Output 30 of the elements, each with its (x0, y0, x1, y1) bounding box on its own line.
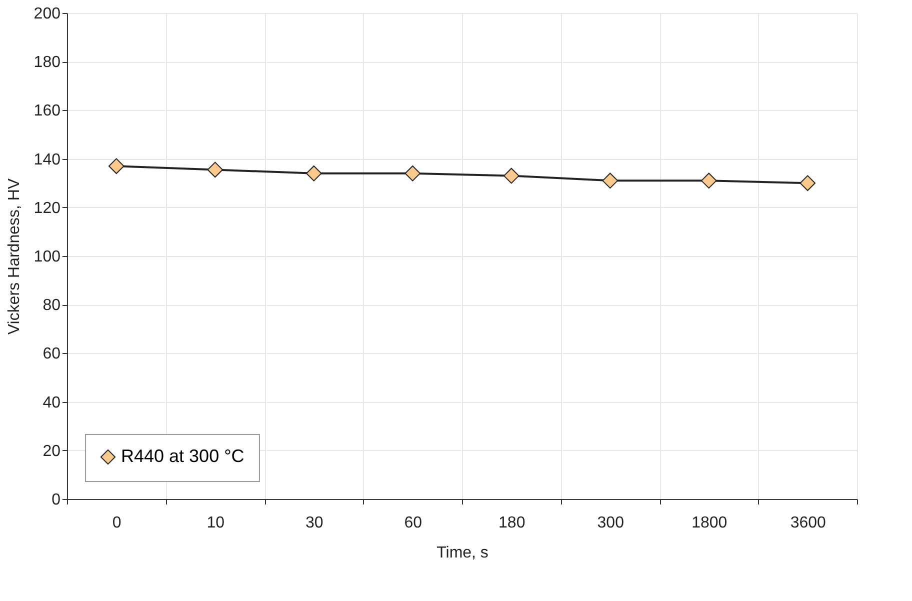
x-tick-label: 30 (305, 514, 324, 532)
y-tick-label: 120 (34, 200, 61, 217)
y-tick-label: 100 (34, 248, 61, 266)
x-tick-label: 0 (112, 514, 122, 532)
x-tick-label: 10 (206, 514, 225, 532)
x-tick-label: 60 (404, 514, 422, 532)
point (404, 165, 421, 182)
y-tick-label: 200 (34, 6, 61, 22)
y-tick-label: 160 (34, 102, 61, 120)
legend-label: R440 at 300 °C (121, 446, 244, 466)
x-tick-label: 300 (597, 514, 624, 532)
point (503, 168, 520, 184)
y-tick-label: 80 (42, 297, 61, 314)
y-tick-label: 60 (42, 346, 61, 363)
x-axis-title: Time, s (436, 544, 488, 562)
y-tick-label: 0 (52, 492, 61, 508)
y-tick-label: 40 (42, 394, 61, 412)
y-tick-label: 180 (34, 54, 61, 72)
y-tick-label: 140 (34, 151, 61, 168)
point (108, 158, 124, 174)
y-axis-title: Vickers Hardness, HV (6, 178, 23, 335)
point (602, 172, 618, 189)
point (800, 175, 816, 192)
point (306, 165, 322, 182)
x-tick-label: 1800 (692, 514, 728, 532)
x-tick-label: 3600 (790, 514, 826, 532)
y-tick-label: 20 (42, 442, 61, 460)
point (700, 172, 717, 189)
point (207, 162, 224, 178)
x-tick-label: 180 (498, 514, 526, 532)
